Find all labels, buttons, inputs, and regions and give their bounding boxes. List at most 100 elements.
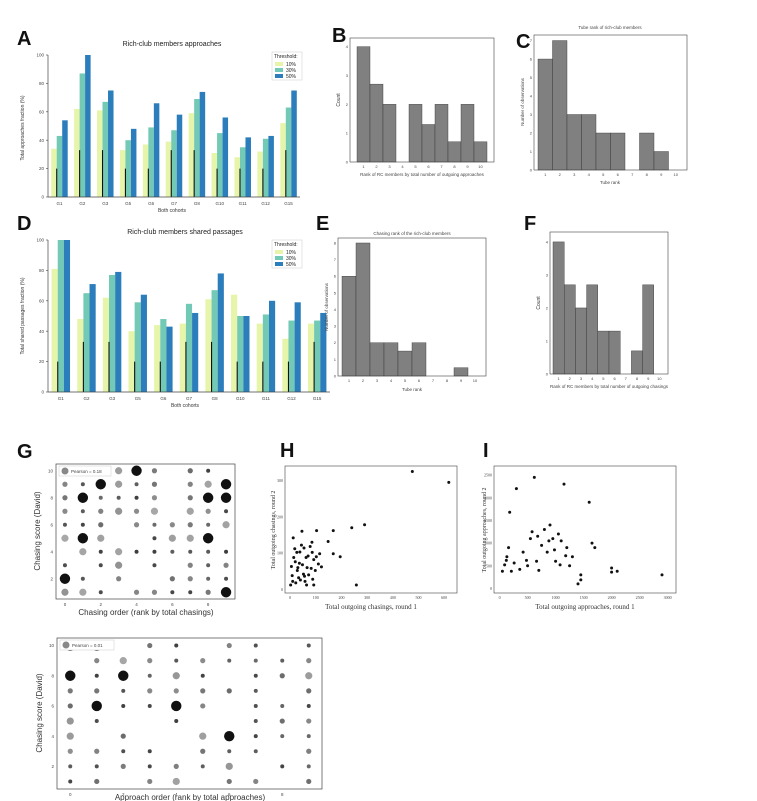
ytick-e-3: 3 — [334, 324, 337, 329]
dot-g-9-2 — [224, 576, 229, 581]
point-i-22 — [562, 482, 566, 486]
dot-g-5-1 — [151, 589, 158, 595]
dot-j-1-6 — [91, 700, 102, 712]
bar-a-g12-10pct — [257, 151, 263, 197]
dot-j-6-2 — [225, 762, 233, 770]
dot-g-2-9 — [95, 479, 106, 490]
dot-j-5-2 — [200, 764, 205, 769]
ytick-i-500: 500 — [486, 563, 492, 568]
xtick-f-9: 9 — [647, 376, 650, 381]
dot-g-0-7 — [62, 508, 68, 514]
bar-d-g6-50pct — [166, 326, 173, 392]
dot-g-4-8 — [134, 495, 139, 500]
xtick-e-8: 8 — [446, 378, 449, 383]
bar-a-g15-30pct — [285, 107, 292, 197]
bar-d-g11-10pct — [256, 323, 263, 392]
xtick-f-10: 10 — [657, 376, 662, 381]
point-h-18 — [312, 558, 316, 562]
chart-i: Total outgoing approaches, round 1 Total… — [482, 465, 677, 611]
legend-label-a-1: 30% — [286, 68, 297, 74]
h-ylabel: Total outgoing chasings, round 2 — [271, 491, 277, 570]
point-i-33 — [660, 573, 664, 577]
dot-j-3-8 — [147, 673, 152, 678]
point-i-18 — [551, 537, 555, 541]
point-h-44 — [306, 554, 310, 558]
point-i-29 — [590, 541, 594, 545]
dot-g-8-2 — [206, 576, 211, 581]
legend-label-a-2: 50% — [286, 74, 297, 80]
dot-j-3-6 — [147, 703, 152, 708]
legend-label-d-0: 10% — [286, 250, 297, 256]
bar-b-9 — [460, 104, 475, 163]
dot-g-2-1 — [98, 590, 103, 595]
dot-j-4-9 — [174, 658, 179, 663]
bar-e-3 — [369, 342, 385, 377]
c-xlabel: Tube rank — [600, 180, 621, 185]
dot-j-1-2 — [94, 764, 99, 769]
dot-g-4-10 — [131, 465, 142, 476]
dot-g-7-7 — [186, 507, 194, 515]
a-legend: Threshold: 10%30%50% — [271, 51, 303, 81]
dot-g-8-5 — [202, 533, 214, 544]
j-xlabel: Approach order (rank by total approaches… — [115, 793, 266, 801]
dot-g-7-4 — [188, 549, 193, 554]
xtick-c-3: 3 — [573, 172, 576, 177]
bar-e-2 — [355, 242, 371, 377]
j-legend: Pearson = 0.01 — [59, 639, 115, 651]
chart-a: Rich-club members approaches Both cohort… — [20, 41, 303, 214]
point-h-13 — [305, 566, 309, 570]
dot-j-9-5 — [306, 718, 312, 724]
bar-a-g15-10pct — [280, 123, 286, 197]
bar-a-g10-50pct — [222, 117, 229, 197]
chart-d: Rich-club members shared passages Both c… — [20, 229, 330, 409]
bar-a-g1-30pct — [56, 135, 63, 197]
ytick-a-60: 60 — [39, 109, 45, 114]
panel-label-h: H — [280, 440, 294, 462]
dot-j-0-1 — [68, 779, 73, 784]
g-legend: Pearson = 0.18 — [58, 465, 112, 477]
point-h-37 — [350, 526, 354, 530]
dot-j-7-1 — [253, 778, 259, 785]
legend-swatch-d-0 — [275, 250, 283, 254]
bar-c-5 — [595, 132, 611, 171]
point-h-45 — [316, 562, 320, 566]
xtick-i-2000: 2000 — [608, 595, 616, 600]
xtick-f-2: 2 — [569, 376, 572, 381]
dot-g-0-2 — [59, 573, 71, 584]
xtick-b-2: 2 — [375, 164, 378, 169]
dot-g-9-7 — [224, 509, 229, 514]
point-i-30 — [593, 546, 597, 550]
legend-swatch-a-0 — [275, 62, 283, 66]
dot-g-8-4 — [206, 549, 211, 554]
ytick-j-8: 8 — [51, 673, 54, 678]
bar-c-8 — [639, 132, 655, 171]
xtick-d-g10: G10 — [236, 396, 245, 401]
bar-d-g1-30pct — [57, 240, 64, 392]
bar-f-4 — [586, 284, 598, 375]
bar-f-8 — [631, 350, 643, 375]
dot-g-2-6 — [98, 522, 104, 528]
bar-b-8 — [447, 141, 462, 163]
ytick-g-10: 10 — [48, 468, 54, 473]
bar-d-g3-10pct — [102, 297, 110, 392]
point-h-8 — [299, 543, 303, 547]
bar-a-g6-10pct — [142, 144, 149, 197]
dot-j-4-2 — [173, 763, 179, 769]
xtick-g-6: 6 — [171, 602, 174, 607]
dot-j-0-3 — [67, 748, 73, 754]
point-i-6 — [514, 487, 518, 491]
xtick-e-1: 1 — [348, 378, 351, 383]
point-h-16 — [309, 566, 313, 570]
dot-g-8-10 — [206, 468, 211, 473]
point-h-20 — [315, 529, 319, 533]
bar-c-6 — [610, 132, 626, 171]
ytick-j-4: 4 — [51, 734, 54, 739]
dot-g-3-4 — [115, 548, 123, 556]
ytick-d-80: 80 — [39, 268, 45, 273]
dot-j-2-9 — [119, 657, 127, 665]
ytick-e-1: 1 — [334, 357, 337, 362]
g-legend-box — [58, 465, 112, 477]
point-h-1 — [290, 574, 294, 578]
xtick-d-g5: G5 — [135, 396, 142, 401]
point-i-4 — [508, 510, 512, 514]
